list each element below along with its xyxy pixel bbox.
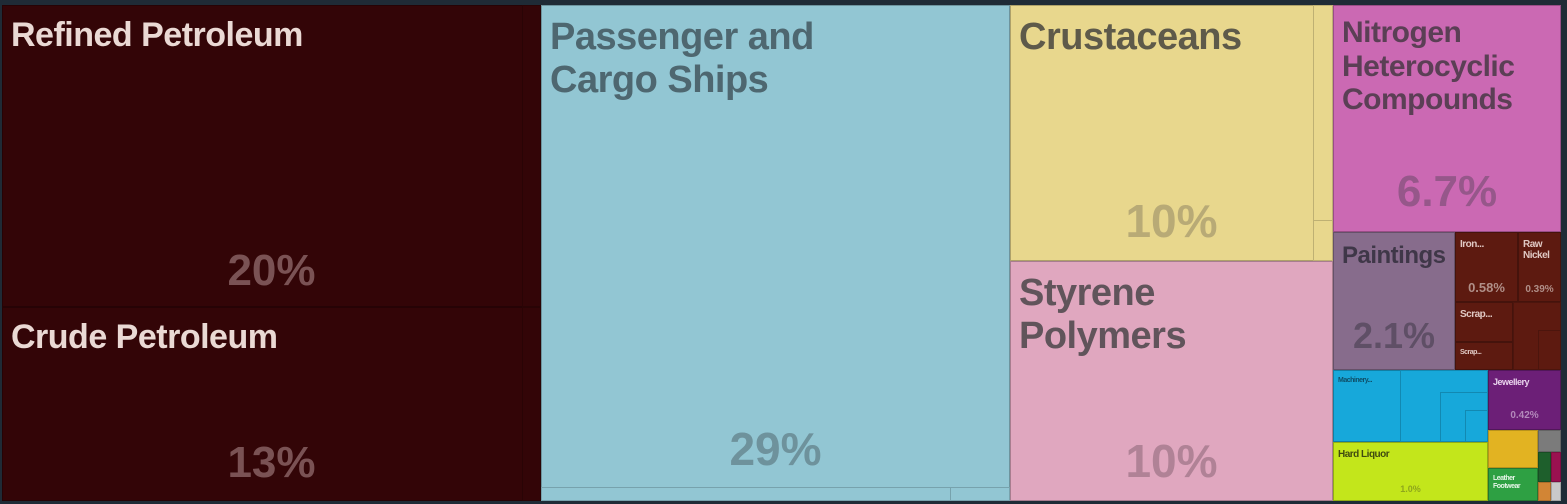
tile-value: 13% [227, 438, 316, 487]
treemap-tile[interactable]: Leather Footwear [1488, 468, 1538, 501]
treemap-tile[interactable]: Styrene Polymers 10% [1010, 261, 1333, 501]
tile-value: 6.7% [1396, 167, 1498, 216]
tile-value: 20% [227, 246, 316, 295]
tile-label: Leather Footwear [1493, 475, 1521, 490]
treemap-tile[interactable]: Crustaceans 10% [1010, 5, 1333, 261]
tile-label: Hard Liquor [1338, 449, 1390, 460]
tile-value: 1.0% [1400, 484, 1421, 494]
tile-subdivision [1313, 220, 1333, 261]
treemap-tile[interactable]: Jewellery 0.42% [1488, 370, 1561, 430]
treemap-tile[interactable]: Refined Petroleum 20% [2, 5, 541, 307]
tile-value: 0.42% [1510, 410, 1539, 421]
tile-label: Styrene Polymers [1019, 272, 1187, 357]
tile-subdivision [1488, 430, 1538, 468]
tile-subdivision [1538, 482, 1551, 501]
tile-subdivision [522, 5, 541, 307]
treemap-tile[interactable]: Raw Nickel 0.39% [1518, 232, 1561, 302]
tile-subdivision [1465, 410, 1488, 442]
treemap-tile[interactable]: Passenger and Cargo Ships 29% [541, 5, 1010, 501]
tile-subdivision [950, 487, 1010, 501]
tile-subdivision [1538, 452, 1551, 482]
treemap-tile[interactable]: Scrap... [1455, 342, 1513, 370]
tile-label: Scrap... [1460, 349, 1482, 356]
tile-value: 0.39% [1525, 284, 1554, 295]
tile-subdivision [541, 487, 1010, 501]
tile-label: Jewellery [1493, 377, 1530, 387]
tile-subdivision [1538, 430, 1561, 452]
tile-value: 29% [729, 423, 822, 475]
tile-subdivision [1551, 452, 1561, 482]
tile-subdivision [1551, 482, 1561, 501]
tile-label: Paintings [1342, 242, 1446, 269]
tile-label: Crustaceans [1019, 16, 1242, 58]
tile-label: Passenger and Cargo Ships [550, 16, 814, 101]
tile-label: Machinery... [1338, 377, 1372, 384]
tile-label: Crude Petroleum [11, 318, 278, 356]
treemap-tile[interactable]: Nitrogen Heterocyclic Compounds 6.7% [1333, 5, 1561, 232]
treemap-tile[interactable]: Scrap... [1455, 302, 1513, 342]
treemap-tile[interactable]: Paintings 2.1% [1333, 232, 1455, 370]
tile-value: 10% [1125, 435, 1218, 487]
treemap-tile[interactable]: Crude Petroleum 13% [2, 307, 541, 501]
tile-label: Iron... [1460, 239, 1484, 250]
treemap-tile[interactable]: Hard Liquor 1.0% [1333, 442, 1488, 501]
tile-value: 2.1% [1352, 315, 1436, 356]
tile-subdivision [522, 307, 541, 501]
tile-label: Raw Nickel [1523, 239, 1550, 262]
tile-value: 10% [1125, 195, 1218, 247]
tile-subdivision [1538, 330, 1561, 370]
treemap-tile[interactable]: Iron... 0.58% [1455, 232, 1518, 302]
tile-label: Nitrogen Heterocyclic Compounds [1342, 16, 1515, 117]
tile-label: Scrap... [1460, 309, 1493, 320]
tile-label: Refined Petroleum [11, 16, 303, 54]
tile-value: 0.58% [1468, 280, 1505, 295]
